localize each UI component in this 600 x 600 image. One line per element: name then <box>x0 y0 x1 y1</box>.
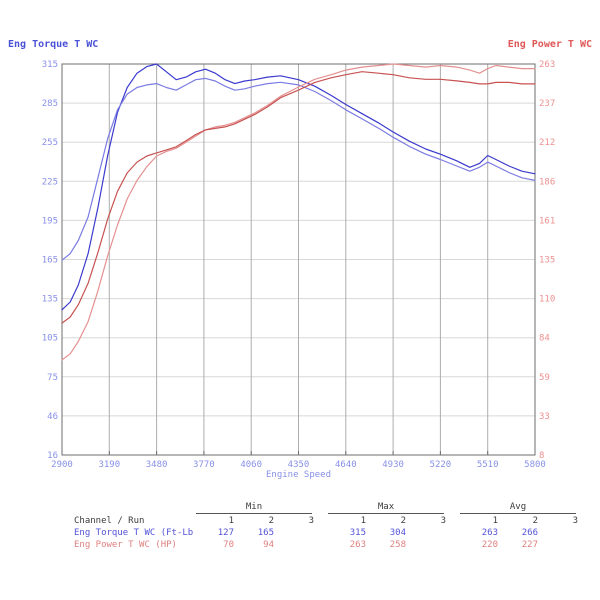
data-row-0-value <box>274 526 314 538</box>
left-tick-label: 16 <box>47 451 58 461</box>
data-row-0-value <box>538 526 578 538</box>
column-gap <box>446 538 458 550</box>
left-tick-label: 75 <box>47 373 58 383</box>
right-tick-label: 59 <box>539 373 550 383</box>
group-max-header: Max <box>328 502 444 514</box>
left-tick-label: 46 <box>47 412 58 422</box>
data-row-0-value: 127 <box>217 528 234 538</box>
x-tick-label: 2900 <box>51 460 73 470</box>
left-tick-label: 105 <box>42 334 58 344</box>
right-tick-label: 263 <box>539 60 555 70</box>
x-tick-label: 5510 <box>477 460 499 470</box>
channel-run-row-value: 3 <box>440 516 446 526</box>
x-tick-label: 4060 <box>240 460 262 470</box>
data-row-1-value: 258 <box>389 540 406 550</box>
series-line-2 <box>61 63 536 361</box>
data-row-1-label: Eng Power T WC (HP) <box>74 540 177 550</box>
channel-run-row-value: 2 <box>268 516 274 526</box>
left-tick-label: 315 <box>42 60 58 70</box>
group-avg-header: Avg <box>460 502 576 514</box>
channel-run-row-label: Channel / Run <box>74 516 145 526</box>
column-gap <box>446 514 458 526</box>
data-row-0-value: 165 <box>257 528 274 538</box>
data-row-1-value: 220 <box>481 540 498 550</box>
data-row-0-value: 266 <box>521 528 538 538</box>
x-tick-label: 4350 <box>288 460 310 470</box>
left-tick-label: 255 <box>42 138 58 148</box>
summary-table-wrap: Min Max Avg Channel / Run 1 2 3 1 2 3 1 2 3 Eng To… <box>74 502 600 550</box>
data-row-1-value <box>538 538 578 550</box>
left-tick-label: 195 <box>42 216 58 226</box>
x-tick-label: 3770 <box>193 460 215 470</box>
series-line-1 <box>61 77 536 261</box>
group-avg-label: Avg <box>509 502 527 512</box>
channel-run-row-value: 3 <box>572 516 578 526</box>
data-row-1-value <box>274 538 314 550</box>
right-tick-label: 186 <box>539 177 555 187</box>
column-gap <box>314 538 326 550</box>
data-row-1-value: 94 <box>263 540 274 550</box>
x-tick-label: 3190 <box>98 460 120 470</box>
x-tick-label: 5800 <box>524 460 546 470</box>
left-tick-label: 135 <box>42 295 58 305</box>
data-row-0-value <box>406 526 446 538</box>
data-row-0: Eng Torque T WC (Ft-Lb 127 165 315 304 263 266 <box>74 526 578 538</box>
x-tick-label: 5220 <box>430 460 452 470</box>
channel-run-row: Channel / Run 1 2 3 1 2 3 1 2 3 <box>74 514 578 526</box>
group-max-label: Max <box>377 502 395 512</box>
left-tick-label: 225 <box>42 177 58 187</box>
data-row-0-value: 315 <box>349 528 366 538</box>
x-tick-label: 4640 <box>335 460 357 470</box>
data-row-0-value: 304 <box>389 528 406 538</box>
series-line-0 <box>61 63 536 311</box>
right-axis-title: Eng Power T WC <box>507 39 592 50</box>
right-tick-label: 212 <box>539 138 555 148</box>
group-min-header: Min <box>196 502 312 514</box>
x-tick-label: 3480 <box>146 460 168 470</box>
channel-run-row-value: 3 <box>308 516 314 526</box>
channel-run-row-value: 2 <box>532 516 538 526</box>
series-line-3 <box>61 71 536 324</box>
data-row-0-label: Eng Torque T WC (Ft-Lb <box>74 528 194 538</box>
channel-run-row-value: 2 <box>400 516 406 526</box>
data-row-1-value: 227 <box>521 540 538 550</box>
group-min-label: Min <box>245 502 263 512</box>
dyno-report-page: 315 263 285 237 255 212 225 186 195 161 165 135 135 1… <box>8 39 600 550</box>
right-tick-label: 237 <box>539 99 555 109</box>
channel-run-row-value: 1 <box>492 516 498 526</box>
right-tick-label: 8 <box>539 451 544 461</box>
data-row-1-value: 263 <box>349 540 366 550</box>
group-header-row: Min Max Avg <box>74 502 578 514</box>
x-axis-label: Engine Speed <box>265 470 332 480</box>
right-tick-label: 110 <box>539 295 555 305</box>
column-gap <box>446 526 458 538</box>
column-gap <box>314 514 326 526</box>
x-tick-label: 4930 <box>382 460 404 470</box>
left-axis-title: Eng Torque T WC <box>8 39 99 50</box>
right-tick-label: 161 <box>539 216 555 226</box>
data-row-1-value: 70 <box>223 540 234 550</box>
right-tick-label: 33 <box>539 412 550 422</box>
dyno-chart: 315 263 285 237 255 212 225 186 195 161 165 135 135 1… <box>8 39 592 480</box>
data-row-1-value <box>406 538 446 550</box>
left-tick-label: 165 <box>42 256 58 266</box>
data-row-1: Eng Power T WC (HP) 70 94 263 258 220 227 <box>74 538 578 550</box>
summary-table: Min Max Avg Channel / Run 1 2 3 1 2 3 1 2 3 Eng To… <box>74 502 578 550</box>
right-tick-label: 135 <box>539 256 555 266</box>
channel-run-row-value: 1 <box>360 516 366 526</box>
channel-run-row-value: 1 <box>228 516 234 526</box>
left-tick-label: 285 <box>42 99 58 109</box>
data-row-0-value: 263 <box>481 528 498 538</box>
right-tick-label: 84 <box>539 334 550 344</box>
chart-canvas: 315 263 285 237 255 212 225 186 195 161 165 135 135 1… <box>42 60 556 470</box>
column-gap <box>314 526 326 538</box>
